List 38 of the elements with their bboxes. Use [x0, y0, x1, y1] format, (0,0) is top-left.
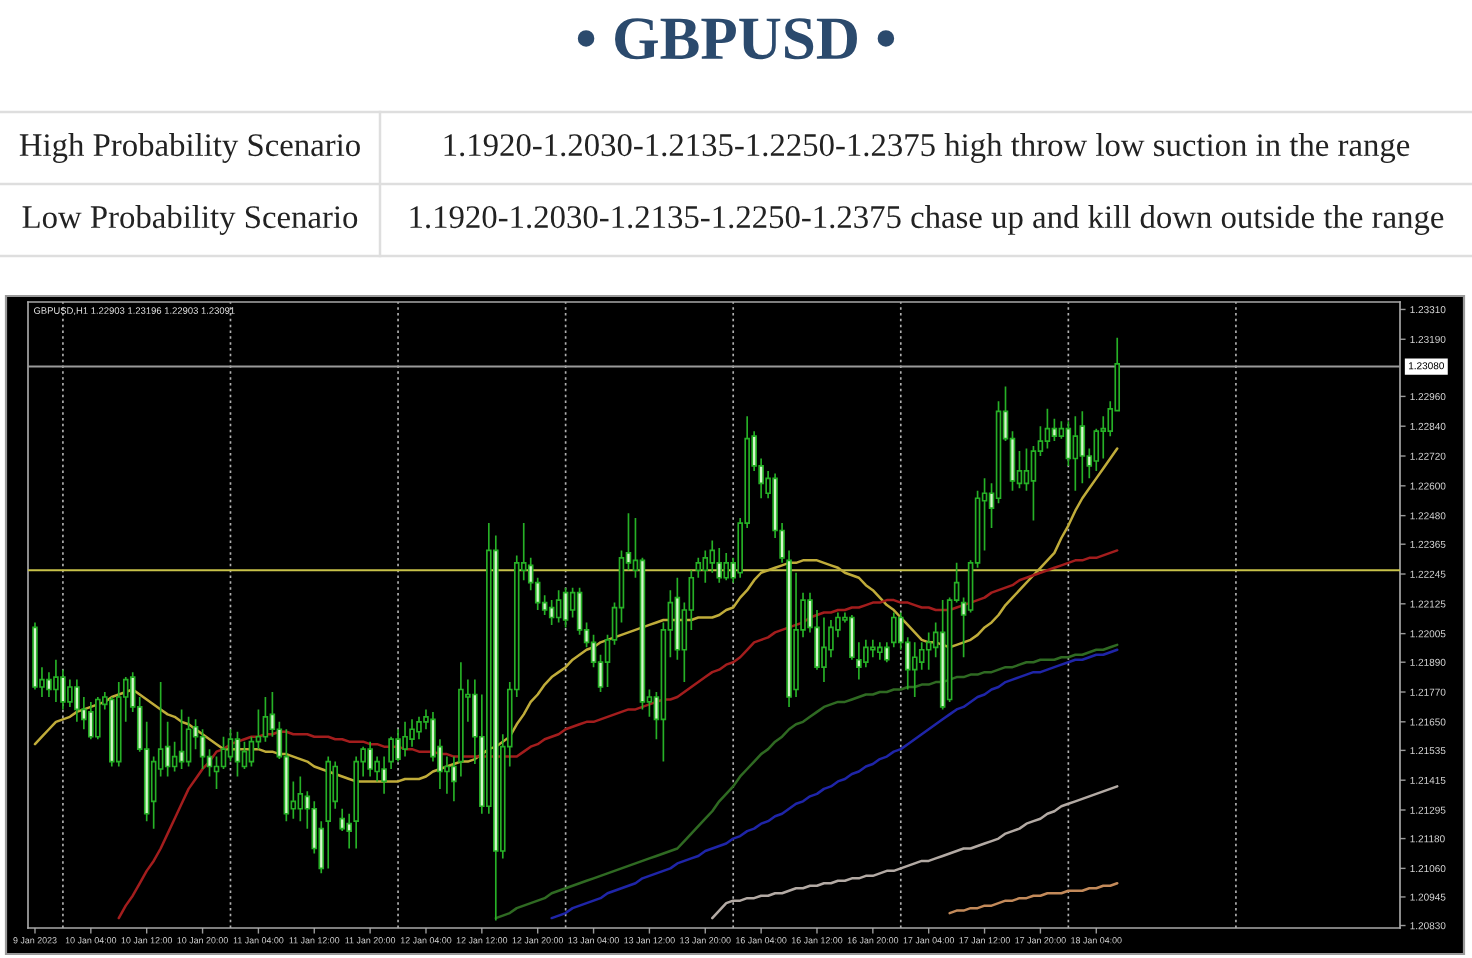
candlestick	[74, 678, 80, 723]
candlestick	[1079, 410, 1086, 485]
candlestick	[262, 696, 269, 743]
candlestick	[325, 755, 332, 870]
line-series	[117, 549, 1119, 920]
text: 1.1920-1.2030-1.2135-1.2250-1.2375 high throw low suction in the range	[444, 133, 1410, 163]
candlestick	[32, 621, 38, 691]
candlestick	[821, 616, 827, 683]
candlestick	[185, 716, 192, 768]
candlestick	[283, 728, 290, 823]
candlestick	[178, 708, 185, 770]
candlestick	[911, 641, 918, 698]
candlestick	[1072, 415, 1079, 492]
text: 1.1920-1.2030-1.2135-1.2250-1.2375 chase up and kill down outside the range	[410, 205, 1444, 235]
candlestick	[1051, 417, 1058, 442]
candlestick	[416, 716, 422, 741]
line-series	[33, 447, 1119, 783]
candlestick	[723, 552, 730, 582]
candlestick	[367, 740, 373, 778]
text: High Probability Scenario	[19, 133, 360, 163]
line-series	[948, 882, 1119, 915]
candlestick	[939, 599, 946, 711]
candlestick	[877, 641, 883, 661]
candlestick	[88, 701, 94, 741]
candlestick	[870, 639, 876, 659]
candlestick	[555, 589, 562, 624]
chart-title: • GBPUSD •	[577, 18, 895, 60]
text: Low Probability Scenario	[22, 205, 358, 235]
candlestick	[53, 658, 59, 703]
candlestick	[115, 681, 122, 768]
candlestick	[353, 755, 359, 850]
candlestick	[297, 775, 304, 823]
candlestick	[241, 740, 248, 770]
candlestick	[234, 730, 241, 778]
candlestick	[1044, 407, 1051, 450]
candlestick	[716, 547, 723, 584]
candlestick	[402, 720, 408, 758]
candlestick	[95, 696, 101, 741]
